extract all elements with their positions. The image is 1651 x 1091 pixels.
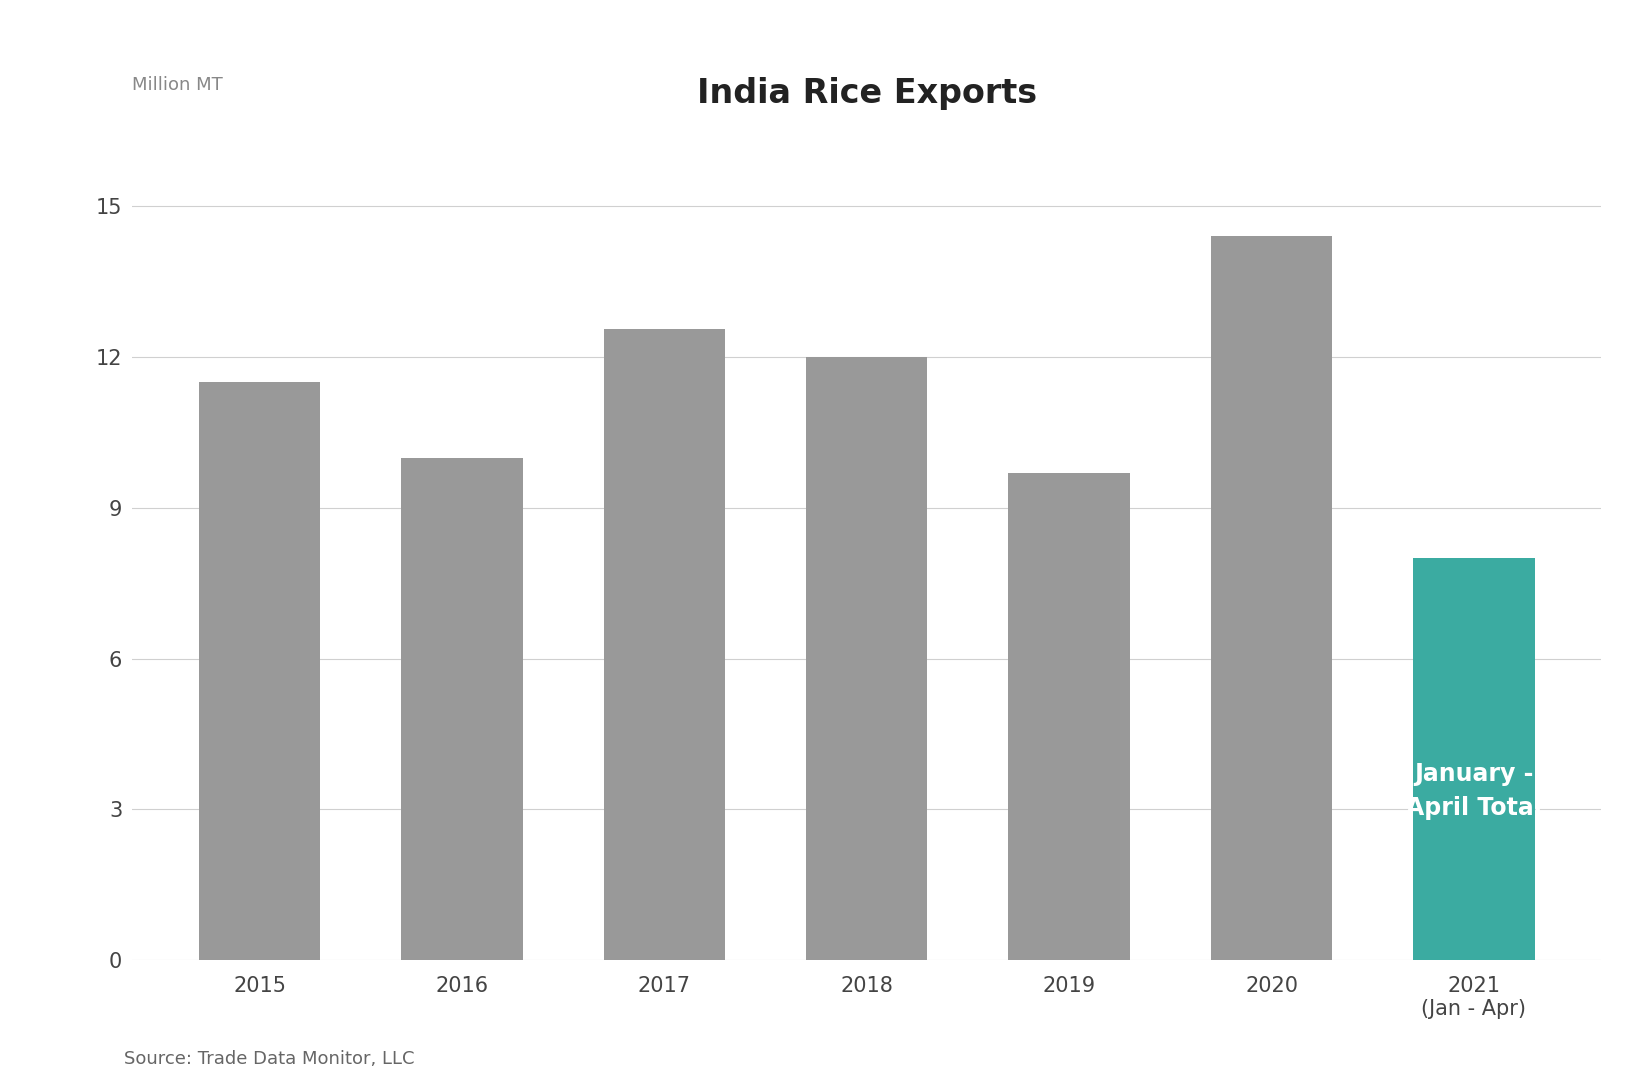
Text: Source: Trade Data Monitor, LLC: Source: Trade Data Monitor, LLC [124,1050,414,1068]
Bar [198,382,320,960]
Bar [1009,472,1129,960]
Bar [401,457,523,960]
Text: Million MT: Million MT [132,75,223,94]
Bar [1413,559,1535,960]
Bar [1210,237,1332,960]
Bar [604,329,725,960]
Text: January -
April Total: January - April Total [1407,763,1542,820]
Bar [806,357,928,960]
Title: India Rice Exports: India Rice Exports [697,77,1037,110]
